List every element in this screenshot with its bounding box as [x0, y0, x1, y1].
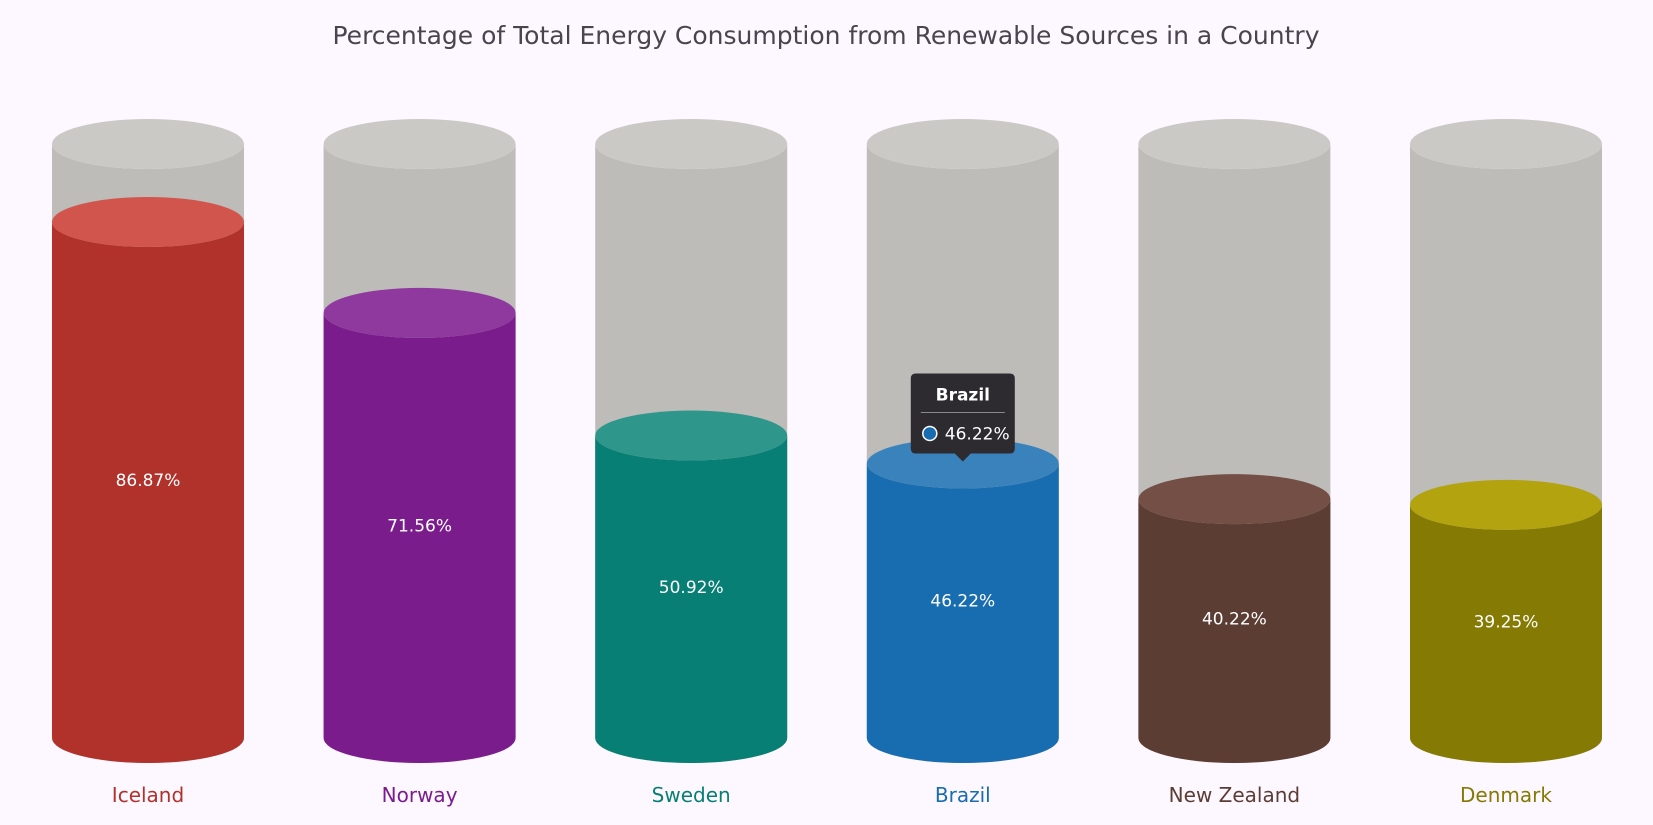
category-label-denmark: Denmark	[1460, 783, 1552, 807]
bar-cap-norway	[323, 287, 516, 338]
bar-new-zealand[interactable]	[1138, 499, 1331, 763]
bar-cap-sweden	[595, 410, 788, 461]
bar-sweden[interactable]	[595, 435, 788, 763]
bar-brazil[interactable]	[866, 463, 1059, 764]
data-label-new-zealand: 40.22%	[1202, 610, 1267, 630]
bar-track-cap-new-zealand	[1138, 119, 1331, 169]
bar-track-cap-norway	[323, 119, 516, 169]
bar-norway[interactable]	[323, 312, 516, 763]
bar-cap-denmark	[1410, 479, 1602, 530]
data-label-sweden: 50.92%	[659, 578, 724, 598]
tooltip-series-marker	[922, 425, 938, 442]
category-label-brazil: Brazil	[935, 783, 991, 807]
tooltip: Brazil 46.22%	[910, 373, 1015, 462]
bar-track-cap-denmark	[1410, 119, 1602, 169]
chart-title: Percentage of Total Energy Consumption f…	[333, 21, 1320, 50]
data-label-denmark: 39.25%	[1474, 612, 1539, 632]
tooltip-title: Brazil	[936, 385, 990, 405]
bars-layer	[52, 119, 1602, 764]
bar-cap-iceland	[52, 196, 244, 247]
bar-track-cap-iceland	[52, 119, 244, 169]
bar-track-cap-sweden	[595, 119, 788, 169]
data-label-brazil: 46.22%	[930, 592, 995, 612]
tooltip-value: 46.22%	[945, 424, 1010, 444]
bar-iceland[interactable]	[52, 221, 244, 764]
tooltip-box	[910, 373, 1015, 462]
category-label-iceland: Iceland	[112, 783, 184, 807]
data-label-iceland: 86.87%	[116, 471, 181, 491]
category-label-sweden: Sweden	[652, 783, 731, 807]
bar-cap-new-zealand	[1138, 474, 1331, 525]
category-label-norway: Norway	[382, 783, 458, 807]
data-label-norway: 71.56%	[387, 516, 452, 536]
labels-layer: 86.87% Iceland 71.56% Norway 50.92% Sweden 46.…	[112, 471, 1553, 807]
bar-track-cap-brazil	[866, 119, 1059, 169]
category-label-new-zealand: New Zealand	[1169, 783, 1300, 807]
bar-denmark[interactable]	[1410, 504, 1602, 763]
